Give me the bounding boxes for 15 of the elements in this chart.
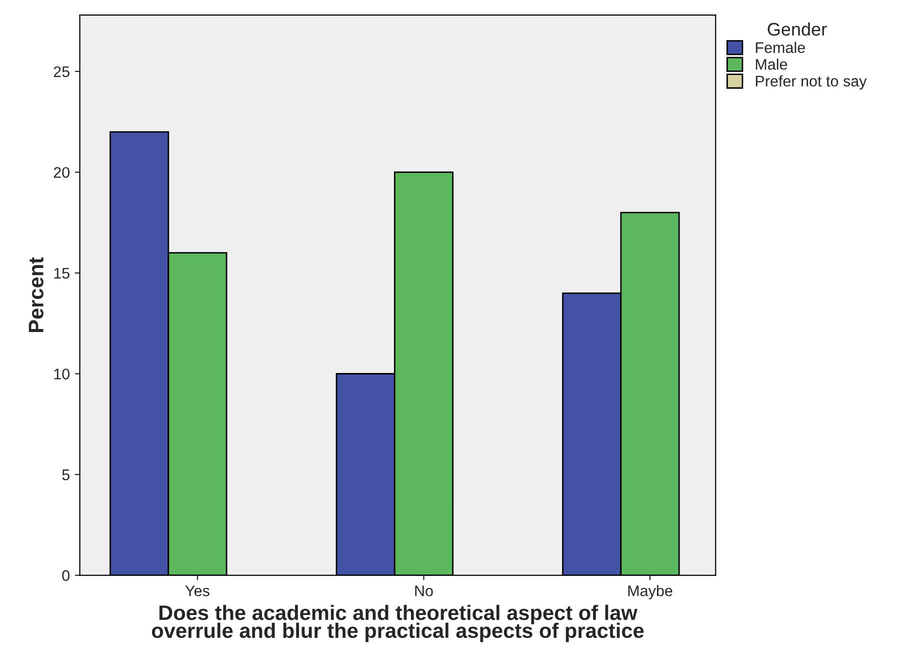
x-tick-label: Maybe (628, 585, 672, 600)
legend-label: Prefer not to say (756, 75, 867, 90)
y-tick-label: 0 (62, 570, 70, 581)
y-tick-label: 20 (54, 167, 70, 178)
y-tick-label: 15 (54, 268, 70, 279)
y-axis-title: Percent (28, 257, 44, 332)
x-tick-label: No (415, 586, 433, 596)
y-tick-label: 5 (62, 470, 70, 480)
x-axis-title: Does the academic and theoretical aspect of law overrule and blur the practical aspects of practice (152, 604, 644, 642)
y-tick-label: 10 (54, 368, 70, 380)
legend-label: Female (756, 42, 805, 54)
x-tick-label: Yes (185, 586, 210, 596)
legend-label: Male (756, 58, 788, 70)
y-tick-label: 25 (54, 66, 70, 78)
legend-title: Gender (768, 22, 827, 36)
